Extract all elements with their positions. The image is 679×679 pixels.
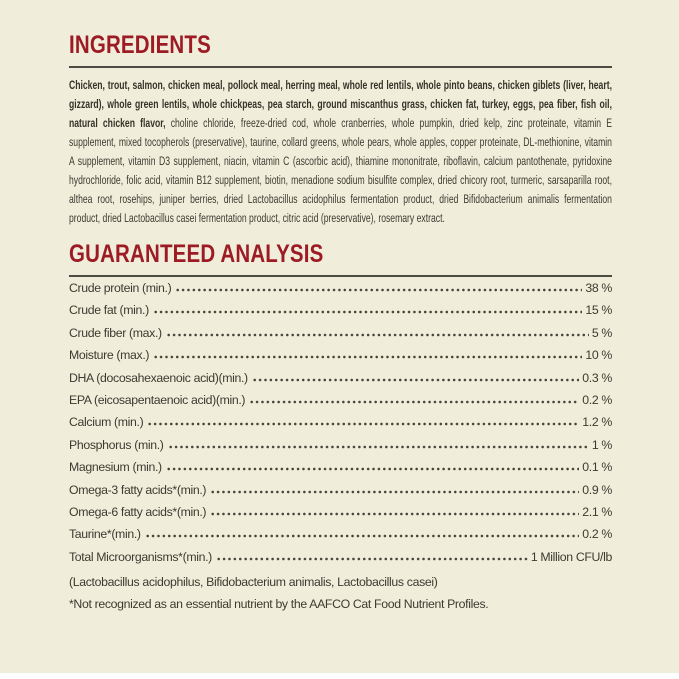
nutrient-name: Omega-3 fatty acids*(min.) [69,482,207,497]
table-row: Crude protein (min.) 38 % [69,281,612,303]
nutrient-value: 38 % [585,281,612,295]
dot-leader [210,505,580,516]
nutrient-value: 2.1 % [582,504,612,519]
nutrient-name: DHA (docosahexaenoic acid)(min.) [69,370,248,385]
ingredients-title: INGREDIENTS [69,31,211,59]
nutrient-name: Crude protein (min.) [69,281,172,295]
dot-leader [175,282,583,292]
table-row: DHA (docosahexaenoic acid)(min.) 0.3 % [69,371,612,393]
ingredients-title-rule [69,66,612,68]
main-ingredients-text: Chicken, trout, salmon, chicken meal, po… [69,78,612,130]
table-row: Crude fiber (max.) 5 % [69,326,612,348]
table-row: Calcium (min.) 1.2 % [69,415,612,437]
table-row: Moisture (max.) 10 % [69,348,612,370]
dot-leader [249,393,580,404]
dot-leader [165,461,580,472]
nutrient-name: Phosphorus (min.) [69,437,164,452]
nutrient-name: Magnesium (min.) [69,460,162,475]
nutrient-name: Total Microorganisms*(min.) [69,549,212,564]
dot-leader [210,483,580,494]
dot-leader [147,416,580,427]
nutrient-value: 5 % [591,325,612,340]
aafco-footnote: *Not recognized as an essential nutrient… [69,597,489,612]
nutrient-name: Taurine*(min.) [69,527,141,542]
nutrient-value: 0.2 % [582,392,612,407]
nutrient-value: 0.2 % [582,527,612,542]
table-row: Crude fat (min.) 15 % [69,303,612,325]
dot-leader [215,550,528,561]
nutrient-value: 0.1 % [582,460,612,475]
nutrient-name: EPA (eicosapentaenoic acid)(min.) [69,392,246,407]
table-row: Omega-6 fatty acids*(min.) 2.1 % [69,505,612,527]
table-row: Phosphorus (min.) 1 % [69,438,612,460]
label-content: INGREDIENTS Chicken, trout, salmon, chic… [69,32,612,615]
ingredients-paragraph-wrap: Chicken, trout, salmon, chicken meal, po… [69,76,612,228]
nutrient-value: 1 % [591,437,612,452]
nutrient-name: Omega-6 fatty acids*(min.) [69,504,207,519]
secondary-ingredients-text: choline chloride, freeze-dried cod, whol… [69,116,612,225]
microorganisms-detail: (Lactobacillus acidophilus, Bifidobacter… [69,575,438,590]
nutrient-name: Crude fat (min.) [69,303,149,318]
nutrient-value: 0.9 % [582,482,612,497]
dot-leader [251,371,580,382]
dot-leader [152,304,583,315]
dot-leader [153,349,583,360]
ingredients-section: INGREDIENTS Chicken, trout, salmon, chic… [69,32,612,228]
table-row: Omega-3 fatty acids*(min.) 0.9 % [69,483,612,505]
nutrient-value: 0.3 % [582,370,612,385]
ingredients-paragraph: Chicken, trout, salmon, chicken meal, po… [69,76,612,228]
table-row: Total Microorganisms*(min.) 1 Million CF… [69,550,612,572]
guaranteed-analysis-title-rule [69,275,612,277]
analysis-table: Crude protein (min.) 38 % Crude fat (min… [69,281,612,572]
dot-leader [167,438,589,449]
dot-leader [144,528,580,539]
guaranteed-analysis-title: GUARANTEED ANALYSIS [69,240,324,268]
nutrient-value: 15 % [585,303,612,318]
dot-leader [165,326,589,337]
guaranteed-analysis-section: GUARANTEED ANALYSIS Crude protein (min.)… [69,241,612,615]
table-row: Taurine*(min.) 0.2 % [69,527,612,549]
table-row: Magnesium (min.) 0.1 % [69,460,612,482]
nutrient-name: Moisture (max.) [69,348,150,363]
table-row: EPA (eicosapentaenoic acid)(min.) 0.2 % [69,393,612,415]
nutrient-value: 10 % [585,348,612,363]
nutrient-name: Calcium (min.) [69,415,144,430]
nutrient-value: 1.2 % [582,415,612,430]
nutrient-value: 1 Million CFU/lb [530,549,613,564]
nutrient-name: Crude fiber (max.) [69,325,162,340]
